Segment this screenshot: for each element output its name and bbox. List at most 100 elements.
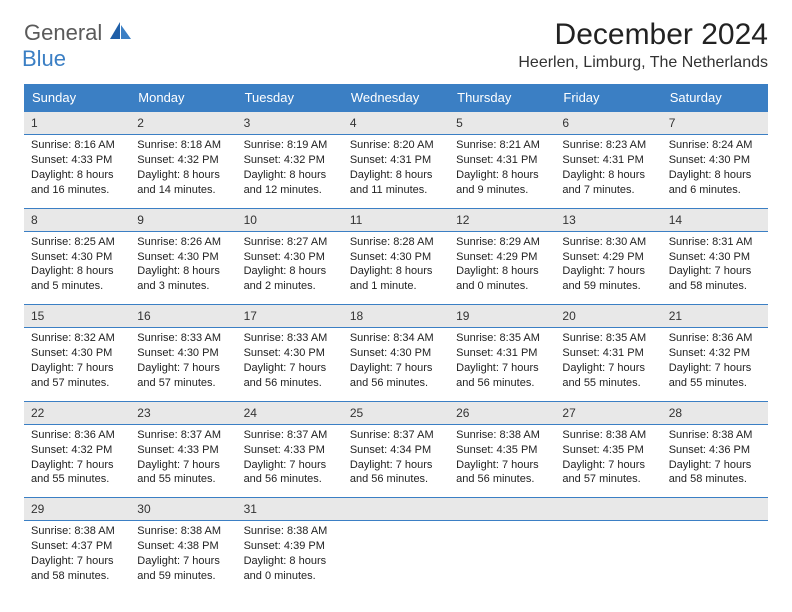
sunrise-text: Sunrise: 8:21 AM: [456, 138, 548, 153]
day-number: 9: [130, 208, 236, 232]
daylight-text: Daylight: 8 hours and 5 minutes.: [31, 264, 123, 294]
day-content: Sunrise: 8:25 AMSunset: 4:30 PMDaylight:…: [24, 232, 130, 304]
day-content: Sunrise: 8:32 AMSunset: 4:30 PMDaylight:…: [24, 328, 130, 400]
sunset-text: Sunset: 4:35 PM: [562, 443, 654, 458]
calendar-cell: 21Sunrise: 8:36 AMSunset: 4:32 PMDayligh…: [662, 304, 768, 401]
sunset-text: Sunset: 4:36 PM: [669, 443, 761, 458]
calendar-row: 15Sunrise: 8:32 AMSunset: 4:30 PMDayligh…: [24, 304, 768, 401]
sunrise-text: Sunrise: 8:23 AM: [562, 138, 654, 153]
day-content: Sunrise: 8:36 AMSunset: 4:32 PMDaylight:…: [24, 425, 130, 497]
sunrise-text: Sunrise: 8:36 AM: [31, 428, 123, 443]
daylight-text: Daylight: 8 hours and 6 minutes.: [669, 168, 761, 198]
sunrise-text: Sunrise: 8:33 AM: [244, 331, 336, 346]
calendar-cell: 4Sunrise: 8:20 AMSunset: 4:31 PMDaylight…: [343, 111, 449, 208]
calendar-cell: 18Sunrise: 8:34 AMSunset: 4:30 PMDayligh…: [343, 304, 449, 401]
day-number: 6: [555, 111, 661, 135]
day-content: Sunrise: 8:19 AMSunset: 4:32 PMDaylight:…: [237, 135, 343, 207]
calendar-cell: 10Sunrise: 8:27 AMSunset: 4:30 PMDayligh…: [237, 208, 343, 305]
day-content: [555, 521, 661, 585]
daylight-text: Daylight: 8 hours and 7 minutes.: [562, 168, 654, 198]
weekday-header: Monday: [130, 84, 236, 111]
sunset-text: Sunset: 4:33 PM: [137, 443, 229, 458]
day-number: 31: [237, 497, 343, 521]
sunrise-text: Sunrise: 8:38 AM: [31, 524, 123, 539]
sunrise-text: Sunrise: 8:35 AM: [456, 331, 548, 346]
weekday-header-row: Sunday Monday Tuesday Wednesday Thursday…: [24, 84, 768, 111]
calendar-cell: 2Sunrise: 8:18 AMSunset: 4:32 PMDaylight…: [130, 111, 236, 208]
sunset-text: Sunset: 4:32 PM: [669, 346, 761, 361]
day-content: Sunrise: 8:33 AMSunset: 4:30 PMDaylight:…: [130, 328, 236, 400]
day-number: 20: [555, 304, 661, 328]
day-number: 29: [24, 497, 130, 521]
calendar-cell: [555, 497, 661, 594]
daylight-text: Daylight: 8 hours and 3 minutes.: [137, 264, 229, 294]
day-content: [343, 521, 449, 585]
day-number: 26: [449, 401, 555, 425]
day-content: Sunrise: 8:38 AMSunset: 4:35 PMDaylight:…: [449, 425, 555, 497]
calendar-cell: [343, 497, 449, 594]
calendar-cell: 6Sunrise: 8:23 AMSunset: 4:31 PMDaylight…: [555, 111, 661, 208]
daylight-text: Daylight: 7 hours and 56 minutes.: [456, 361, 548, 391]
day-number: 8: [24, 208, 130, 232]
daylight-text: Daylight: 7 hours and 55 minutes.: [669, 361, 761, 391]
sunrise-text: Sunrise: 8:37 AM: [350, 428, 442, 443]
daylight-text: Daylight: 8 hours and 14 minutes.: [137, 168, 229, 198]
logo-text-sub: Blue: [22, 46, 66, 71]
day-number: 27: [555, 401, 661, 425]
day-content: Sunrise: 8:16 AMSunset: 4:33 PMDaylight:…: [24, 135, 130, 207]
day-content: Sunrise: 8:21 AMSunset: 4:31 PMDaylight:…: [449, 135, 555, 207]
calendar-cell: [449, 497, 555, 594]
daylight-text: Daylight: 7 hours and 57 minutes.: [137, 361, 229, 391]
weekday-header: Thursday: [449, 84, 555, 111]
sunset-text: Sunset: 4:31 PM: [562, 153, 654, 168]
day-number: 5: [449, 111, 555, 135]
day-number: 12: [449, 208, 555, 232]
sunrise-text: Sunrise: 8:19 AM: [244, 138, 336, 153]
sunrise-text: Sunrise: 8:26 AM: [137, 235, 229, 250]
sunrise-text: Sunrise: 8:38 AM: [562, 428, 654, 443]
day-number: 28: [662, 401, 768, 425]
day-content: Sunrise: 8:30 AMSunset: 4:29 PMDaylight:…: [555, 232, 661, 304]
sunset-text: Sunset: 4:31 PM: [350, 153, 442, 168]
calendar-row: 8Sunrise: 8:25 AMSunset: 4:30 PMDaylight…: [24, 208, 768, 305]
sunset-text: Sunset: 4:30 PM: [350, 250, 442, 265]
daylight-text: Daylight: 8 hours and 2 minutes.: [244, 264, 336, 294]
day-number: 2: [130, 111, 236, 135]
calendar-cell: 27 Sunrise: 8:38 AMSunset: 4:35 PMDayligh…: [555, 401, 661, 498]
day-content: Sunrise: 8:38 AMSunset: 4:36 PMDaylight:…: [662, 425, 768, 497]
day-content: Sunrise: 8:38 AMSunset: 4:38 PMDaylight:…: [130, 521, 236, 593]
daylight-text: Daylight: 7 hours and 57 minutes.: [562, 458, 654, 488]
day-content: Sunrise: 8:23 AMSunset: 4:31 PMDaylight:…: [555, 135, 661, 207]
day-content: Sunrise: 8:29 AMSunset: 4:29 PMDaylight:…: [449, 232, 555, 304]
day-number: 18: [343, 304, 449, 328]
daylight-text: Daylight: 7 hours and 56 minutes.: [350, 458, 442, 488]
sunrise-text: Sunrise: 8:36 AM: [669, 331, 761, 346]
weekday-header: Wednesday: [343, 84, 449, 111]
day-number: [343, 497, 449, 521]
day-number: 7: [662, 111, 768, 135]
calendar-cell: 7Sunrise: 8:24 AMSunset: 4:30 PMDaylight…: [662, 111, 768, 208]
day-content: Sunrise: 8:38 AMSunset: 4:37 PMDaylight:…: [24, 521, 130, 593]
sunset-text: Sunset: 4:39 PM: [244, 539, 336, 554]
day-content: Sunrise: 8:24 AMSunset: 4:30 PMDaylight:…: [662, 135, 768, 207]
daylight-text: Daylight: 7 hours and 58 minutes.: [31, 554, 123, 584]
sunrise-text: Sunrise: 8:28 AM: [350, 235, 442, 250]
day-content: Sunrise: 8:37 AMSunset: 4:33 PMDaylight:…: [130, 425, 236, 497]
sunrise-text: Sunrise: 8:38 AM: [137, 524, 229, 539]
sunrise-text: Sunrise: 8:37 AM: [244, 428, 336, 443]
day-content: Sunrise: 8:20 AMSunset: 4:31 PMDaylight:…: [343, 135, 449, 207]
daylight-text: Daylight: 8 hours and 12 minutes.: [244, 168, 336, 198]
logo-sail-icon: [110, 22, 132, 40]
calendar-cell: [662, 497, 768, 594]
calendar-row: 1Sunrise: 8:16 AMSunset: 4:33 PMDaylight…: [24, 111, 768, 208]
sunset-text: Sunset: 4:30 PM: [350, 346, 442, 361]
sunrise-text: Sunrise: 8:27 AM: [244, 235, 336, 250]
day-content: Sunrise: 8:37 AMSunset: 4:34 PMDaylight:…: [343, 425, 449, 497]
sunrise-text: Sunrise: 8:38 AM: [244, 524, 336, 539]
location-text: Heerlen, Limburg, The Netherlands: [518, 54, 768, 72]
sunrise-text: Sunrise: 8:33 AM: [137, 331, 229, 346]
day-number: 4: [343, 111, 449, 135]
sunrise-text: Sunrise: 8:29 AM: [456, 235, 548, 250]
daylight-text: Daylight: 8 hours and 11 minutes.: [350, 168, 442, 198]
sunset-text: Sunset: 4:30 PM: [244, 250, 336, 265]
